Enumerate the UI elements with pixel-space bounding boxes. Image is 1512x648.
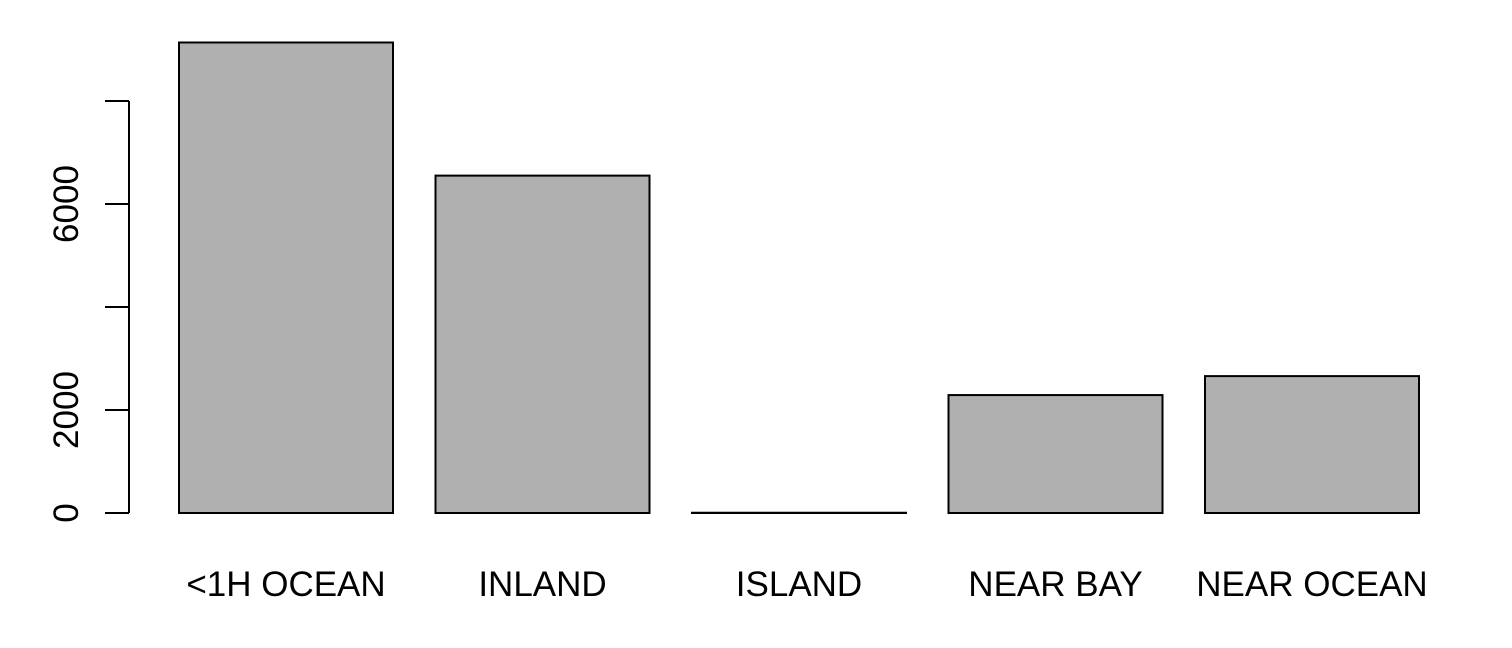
x-tick-label: <1H OCEAN — [186, 565, 385, 604]
y-tick-label: 0 — [47, 503, 86, 522]
y-tick-label: 2000 — [47, 371, 86, 449]
x-tick-label: NEAR BAY — [968, 565, 1142, 604]
x-tick-label: NEAR OCEAN — [1196, 565, 1427, 604]
bar-3 — [947, 394, 1164, 514]
x-tick-label: INLAND — [478, 565, 606, 604]
y-axis: 0 2000 6000 — [47, 100, 130, 523]
y-tick-label: 6000 — [47, 165, 86, 243]
x-tick-label: ISLAND — [736, 565, 862, 604]
bar-1 — [434, 174, 651, 514]
bar-0 — [178, 41, 394, 514]
bar-4 — [1204, 375, 1420, 514]
x-axis-labels: <1H OCEAN INLAND ISLAND NEAR BAY NEAR OCEAN — [186, 565, 1427, 604]
bars-group — [178, 41, 1420, 514]
